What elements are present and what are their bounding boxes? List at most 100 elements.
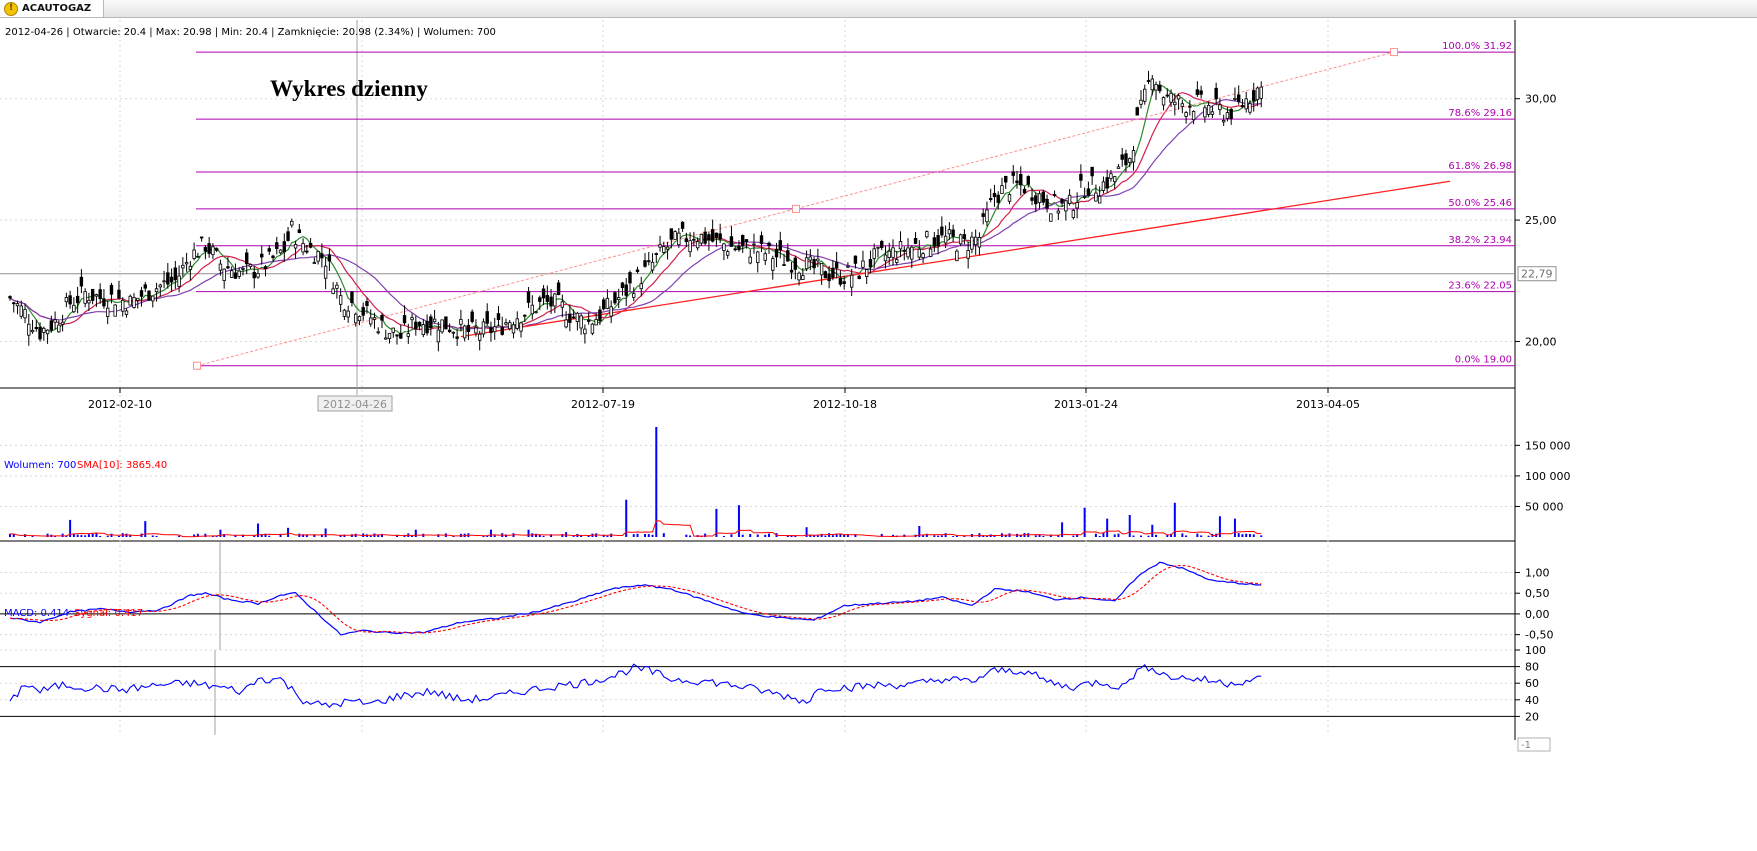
candle — [312, 262, 317, 264]
candle — [406, 333, 410, 337]
candle — [124, 310, 129, 315]
volume-bar — [437, 534, 440, 537]
candle — [57, 324, 61, 333]
candle — [887, 250, 891, 259]
candle — [812, 259, 816, 269]
candle — [853, 255, 858, 264]
volume-bar — [952, 536, 955, 537]
volume-bar — [87, 534, 90, 537]
candle — [849, 274, 854, 288]
candle — [184, 262, 189, 265]
info-line: 2012-04-26 | Otwarcie: 20.4 | Max: 20.98… — [5, 27, 496, 38]
candle — [913, 238, 918, 244]
candle — [177, 275, 181, 287]
candle — [1067, 194, 1072, 205]
oscillator-line — [9, 663, 1262, 708]
candle — [98, 289, 102, 300]
candle — [173, 267, 178, 281]
candle — [1030, 197, 1034, 201]
candle — [226, 266, 230, 269]
candle — [872, 248, 876, 259]
candle — [1176, 95, 1181, 100]
candle — [891, 247, 895, 258]
tab-acautogaz[interactable]: ! ACAUTOGAZ — [0, 0, 105, 17]
fibo-label-3: 50.0% 25.46 — [1448, 198, 1512, 209]
candle — [1255, 87, 1260, 100]
stock-chart[interactable]: 100.0% 31.92 78.6% 29.16 61.8% 26.98 50.0% … — [0, 18, 1757, 851]
candle — [767, 242, 771, 247]
candle — [162, 280, 166, 283]
candle — [718, 233, 722, 240]
fan-handle-1[interactable] — [792, 204, 800, 213]
volume-bar — [993, 535, 996, 537]
candle — [966, 250, 970, 259]
candle — [695, 241, 700, 249]
candle — [459, 319, 463, 325]
candle — [669, 228, 674, 240]
candle — [710, 229, 715, 242]
fan-handle-2[interactable] — [1390, 48, 1398, 57]
candle — [1225, 112, 1230, 119]
candle — [876, 246, 880, 249]
volume-sma-legend: SMA[10]: 3865.40 — [77, 460, 167, 471]
candle — [921, 253, 925, 258]
candle — [260, 253, 264, 258]
price-tick-label: 20,00 — [1525, 335, 1557, 348]
volume-bar — [253, 535, 256, 537]
volume-bar — [1207, 535, 1210, 537]
volume-bar — [287, 527, 290, 537]
fibo-label-5: 23.6% 22.05 — [1448, 281, 1512, 292]
volume-bar — [1049, 535, 1052, 537]
candle — [387, 332, 392, 340]
volume-bar — [1166, 534, 1169, 537]
candle — [1169, 92, 1173, 103]
ma-line-24 — [9, 99, 1262, 330]
candle — [357, 316, 362, 322]
macd-tick-label: 1,00 — [1525, 567, 1550, 580]
candle — [605, 297, 610, 309]
candle — [297, 229, 302, 234]
candle — [1101, 181, 1106, 191]
candle — [169, 276, 174, 283]
candle — [955, 250, 959, 262]
candle — [778, 240, 782, 251]
candle — [353, 313, 358, 324]
candle — [895, 259, 899, 263]
osc-bottom-box — [1517, 737, 1551, 752]
candle — [1045, 198, 1049, 209]
volume-bar — [260, 534, 263, 537]
candle — [804, 257, 809, 270]
date-tick-label: 2012-10-18 — [813, 398, 877, 411]
candle — [113, 304, 117, 317]
candle — [365, 301, 369, 307]
candle — [515, 318, 519, 329]
candle — [12, 302, 16, 305]
candle — [256, 273, 260, 278]
osc-tick-label: 20 — [1525, 710, 1539, 723]
candle — [519, 322, 523, 332]
volume-bar — [651, 534, 654, 537]
candle — [624, 284, 628, 296]
signal-legend: Sygnał: 0.417 — [74, 608, 143, 619]
candle — [1034, 195, 1038, 205]
volume-bar — [1004, 534, 1007, 537]
candle — [1052, 194, 1057, 196]
volume-bar — [1128, 515, 1131, 537]
candle — [346, 310, 350, 318]
candle — [1210, 111, 1215, 115]
candle — [958, 234, 963, 245]
signal-line — [9, 564, 1262, 634]
candle — [139, 290, 144, 297]
candle — [1079, 173, 1083, 181]
fan-line[interactable] — [196, 51, 1395, 367]
candle — [932, 237, 937, 247]
candle — [1191, 111, 1196, 120]
fan-handle-0[interactable] — [193, 361, 201, 370]
candle — [361, 307, 365, 316]
volume-bar — [489, 529, 492, 537]
candle — [1221, 120, 1226, 123]
candle — [151, 295, 155, 302]
volume-bar — [655, 427, 658, 537]
candle — [252, 271, 256, 279]
candle — [898, 241, 903, 250]
